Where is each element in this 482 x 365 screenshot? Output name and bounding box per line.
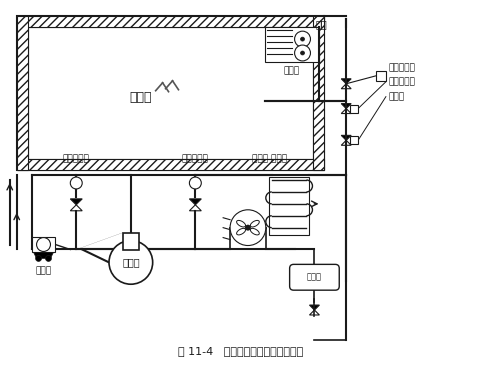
Text: 高压继电器: 高压继电器 [182,154,209,163]
Polygon shape [341,140,351,145]
Bar [27,27,313,159]
Text: 图 11-4   小型冷藏库的自动控制系统: 图 11-4 小型冷藏库的自动控制系统 [178,346,304,356]
Circle shape [70,177,82,189]
Text: 风机: 风机 [315,19,327,29]
Text: 贮藏器: 贮藏器 [307,273,322,282]
Polygon shape [341,108,351,114]
Polygon shape [189,205,201,211]
Bar [17,16,324,170]
Bar [350,105,358,112]
Bar [17,16,324,27]
Bar [123,233,139,250]
Polygon shape [70,205,82,211]
Ellipse shape [237,228,245,235]
Circle shape [230,210,266,246]
Bar [17,16,27,170]
Bar [376,71,386,81]
Polygon shape [309,305,320,310]
Polygon shape [341,104,351,108]
Text: 压缩机: 压缩机 [122,257,140,268]
Bar [313,16,324,170]
Ellipse shape [250,220,259,227]
Circle shape [301,37,305,41]
Circle shape [45,255,52,261]
Bar [265,27,320,62]
FancyBboxPatch shape [290,264,339,290]
Text: 电动机: 电动机 [36,266,52,275]
Bar [350,137,358,144]
Circle shape [189,177,201,189]
Text: 空冷式 冷凝器: 空冷式 冷凝器 [252,154,287,163]
Polygon shape [70,199,82,205]
Text: 冷藏库: 冷藏库 [130,91,152,104]
Polygon shape [341,135,351,140]
Bar [32,237,55,253]
Text: 手动膨胀阀: 手动膨胀阀 [389,77,416,86]
Circle shape [109,241,153,284]
Polygon shape [341,84,351,89]
Circle shape [37,238,51,251]
Text: 温度继电器: 温度继电器 [389,64,416,72]
Circle shape [36,255,41,261]
Circle shape [245,225,251,231]
Bar [17,159,324,170]
Polygon shape [189,199,201,205]
Polygon shape [34,253,54,258]
Circle shape [295,45,310,61]
Text: 低压继电器: 低压继电器 [63,154,90,163]
Text: 电磁阀: 电磁阀 [389,92,405,101]
Polygon shape [309,310,320,315]
Polygon shape [341,79,351,84]
Circle shape [301,51,305,55]
Ellipse shape [250,228,259,235]
Circle shape [295,31,310,47]
Bar [269,177,309,235]
Text: 蒸发器: 蒸发器 [283,66,300,75]
Ellipse shape [237,220,245,227]
